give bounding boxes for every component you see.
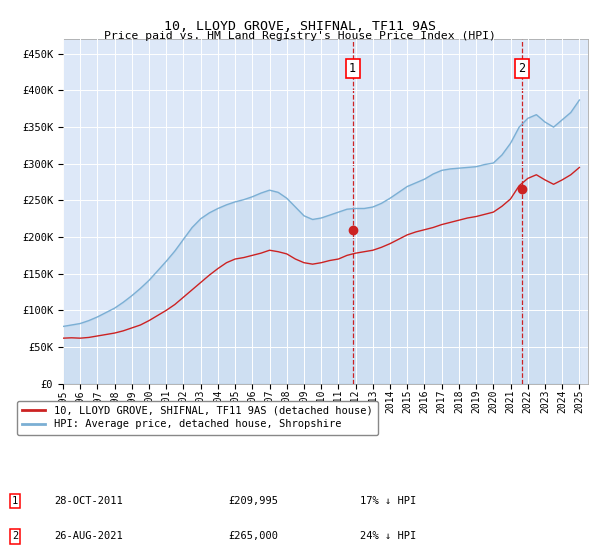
Text: 17% ↓ HPI: 17% ↓ HPI	[360, 496, 416, 506]
Text: 28-OCT-2011: 28-OCT-2011	[54, 496, 123, 506]
Text: 26-AUG-2021: 26-AUG-2021	[54, 531, 123, 542]
Text: Price paid vs. HM Land Registry's House Price Index (HPI): Price paid vs. HM Land Registry's House …	[104, 31, 496, 41]
Text: 24% ↓ HPI: 24% ↓ HPI	[360, 531, 416, 542]
Text: 10, LLOYD GROVE, SHIFNAL, TF11 9AS: 10, LLOYD GROVE, SHIFNAL, TF11 9AS	[164, 20, 436, 32]
Text: 2: 2	[518, 62, 525, 75]
Text: 1: 1	[12, 496, 18, 506]
Text: £265,000: £265,000	[228, 531, 278, 542]
Text: £209,995: £209,995	[228, 496, 278, 506]
Legend: 10, LLOYD GROVE, SHIFNAL, TF11 9AS (detached house), HPI: Average price, detache: 10, LLOYD GROVE, SHIFNAL, TF11 9AS (deta…	[17, 400, 377, 435]
Text: 1: 1	[349, 62, 356, 75]
Text: 2: 2	[12, 531, 18, 542]
